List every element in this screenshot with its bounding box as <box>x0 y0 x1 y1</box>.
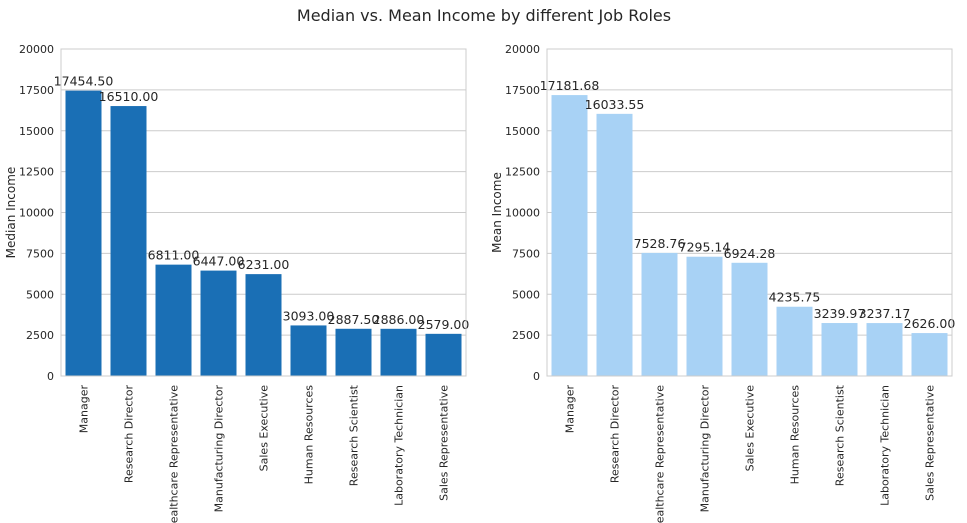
median-ytick-label: 20000 <box>19 43 54 56</box>
median-income-chart: 0 2500 5000 7500 10000 12500 15000 17500 20000 17… <box>4 43 469 523</box>
median-bar <box>245 274 282 376</box>
mean-bar <box>911 333 948 376</box>
mean-plot-frame <box>546 48 953 377</box>
mean-xtick-label: Sales Representative <box>924 385 937 501</box>
median-value-label: 6811.00 <box>148 248 200 263</box>
mean-xtick-label: Research Scientist <box>834 384 847 486</box>
mean-ytick-label: 2500 <box>512 329 540 342</box>
median-ytick-label: 0 <box>47 370 54 383</box>
median-value-label: 2579.00 <box>418 317 470 332</box>
median-xtick-label: Manager <box>78 385 91 434</box>
median-ytick-label: 15000 <box>19 125 54 138</box>
median-ytick-label: 2500 <box>26 329 54 342</box>
mean-bar <box>821 323 858 376</box>
median-ytick-label: 10000 <box>19 207 54 220</box>
mean-value-label: 7295.14 <box>679 240 731 255</box>
mean-xtick-label: Research Director <box>609 385 622 484</box>
median-value-label: 6447.00 <box>193 254 245 269</box>
median-bar <box>65 90 102 376</box>
median-xtick-label: Research Scientist <box>348 384 361 486</box>
mean-value-label: 3239.97 <box>814 306 866 321</box>
median-plot-frame <box>60 48 467 377</box>
median-ylabel: Median Income <box>4 167 18 259</box>
mean-value-label: 6924.28 <box>724 246 776 261</box>
mean-bar <box>731 262 768 376</box>
mean-bar <box>641 252 678 376</box>
mean-value-label: 2626.00 <box>904 316 956 331</box>
median-bar <box>335 328 372 376</box>
median-ytick-label: 17500 <box>19 84 54 97</box>
median-value-label: 2887.50 <box>328 312 380 327</box>
mean-xtick-label: Manufacturing Director <box>699 385 712 513</box>
mean-xtick-label: Laboratory Technician <box>879 385 892 506</box>
median-bar <box>200 270 237 376</box>
mean-ylabel: Mean Income <box>490 172 504 253</box>
mean-bar <box>866 323 903 376</box>
median-value-label: 17454.50 <box>54 74 114 89</box>
mean-bar <box>776 306 813 376</box>
median-bar <box>110 106 147 377</box>
figure-title: Median vs. Mean Income by different Job … <box>297 6 671 25</box>
median-bar <box>290 325 327 376</box>
mean-xtick-label: Manager <box>564 385 577 434</box>
median-ytick-label: 12500 <box>19 166 54 179</box>
median-xtick-label: Laboratory Technician <box>393 385 406 506</box>
mean-ytick-label: 7500 <box>512 247 540 260</box>
median-value-label: 3093.00 <box>283 308 335 323</box>
median-value-label: 16510.00 <box>99 89 159 104</box>
median-value-label: 6231.00 <box>238 257 290 272</box>
mean-ytick-label: 5000 <box>512 288 540 301</box>
median-xtick-label: Sales Executive <box>258 385 271 472</box>
mean-xtick-label: Healthcare Representative <box>654 385 667 523</box>
mean-value-label: 7528.76 <box>634 236 686 251</box>
mean-bar <box>551 95 588 376</box>
median-ytick-label: 5000 <box>26 288 54 301</box>
mean-xtick-label: Sales Executive <box>744 385 757 472</box>
median-bar <box>425 333 462 376</box>
mean-ytick-label: 12500 <box>505 166 540 179</box>
mean-value-label: 4235.75 <box>769 290 821 305</box>
mean-bar <box>686 256 723 376</box>
mean-ytick-label: 17500 <box>505 84 540 97</box>
median-bar <box>155 264 192 376</box>
mean-ytick-label: 10000 <box>505 207 540 220</box>
median-bar <box>380 328 417 376</box>
mean-value-label: 16033.55 <box>585 97 645 112</box>
mean-bar <box>596 113 633 377</box>
median-xtick-label: Manufacturing Director <box>213 385 226 513</box>
median-xtick-label: Research Director <box>123 385 136 484</box>
median-xtick-label: Human Resources <box>303 385 316 485</box>
median-xtick-label: Sales Representative <box>438 385 451 501</box>
mean-ytick-label: 20000 <box>505 43 540 56</box>
median-xtick-label: Healthcare Representative <box>168 385 181 523</box>
mean-value-label: 3237.17 <box>859 306 911 321</box>
mean-ytick-label: 15000 <box>505 125 540 138</box>
mean-xtick-label: Human Resources <box>789 385 802 485</box>
mean-value-label: 17181.68 <box>540 78 600 93</box>
median-ytick-label: 7500 <box>26 247 54 260</box>
median-value-label: 2886.00 <box>373 312 425 327</box>
mean-ytick-label: 0 <box>533 370 540 383</box>
mean-income-chart: 0 2500 5000 7500 10000 12500 15000 17500 20000 17… <box>490 43 955 523</box>
